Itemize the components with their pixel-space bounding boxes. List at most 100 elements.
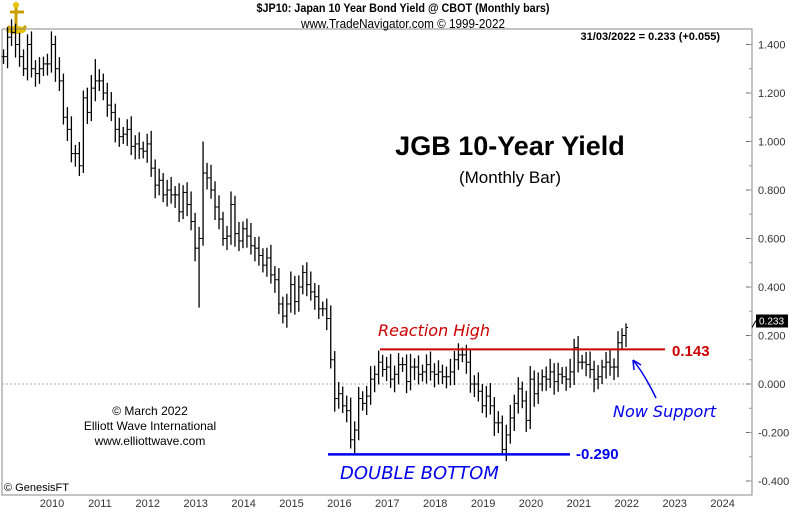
ohlc-bar (508, 404, 513, 444)
ohlc-bar (21, 49, 26, 77)
credit-line: Elliott Wave International (83, 419, 217, 433)
ohlc-bar (37, 57, 42, 84)
ohlc-bar (280, 296, 285, 324)
ohlc-bar (340, 386, 345, 414)
ohlc-bar (540, 369, 545, 392)
ohlc-bar (424, 354, 429, 384)
ohlc-bar (544, 366, 549, 391)
ohlc-bar (49, 31, 54, 73)
ohlc-bar (292, 275, 297, 315)
ohlc-bar (1, 49, 6, 64)
ohlc-bar (384, 356, 389, 382)
ohlc-bar (412, 358, 417, 381)
ohlc-bar (81, 90, 86, 174)
ohlc-bar (588, 351, 593, 379)
ohlc-bar (616, 331, 621, 378)
ohlc-bar (93, 59, 98, 102)
ohlc-bar (316, 285, 321, 320)
ohlc-bar (13, 23, 18, 58)
reaction-high-label: Reaction High (378, 321, 490, 340)
ohlc-bar (137, 132, 142, 159)
ohlc-bar (169, 176, 174, 204)
ohlc-bar (77, 141, 82, 176)
ohlc-bar (268, 244, 273, 284)
ohlc-bar (452, 351, 457, 385)
ohlc-bar (368, 366, 373, 405)
ohlc-bar (428, 351, 433, 381)
ohlc-bar (197, 226, 202, 308)
ohlc-bar (57, 57, 62, 92)
ohlc-bar (288, 271, 293, 313)
ohlc-bar (177, 183, 182, 223)
ohlc-bar (580, 354, 585, 370)
ohlc-bar (416, 355, 421, 385)
ohlc-bar (516, 377, 521, 414)
ohlc-bar (252, 237, 257, 262)
ohlc-bar (284, 293, 289, 328)
now-support-label: Now Support (613, 402, 717, 421)
ohlc-bar (472, 375, 477, 398)
ohlc-bar (400, 357, 405, 372)
copyright-credit: © March 2022 Elliott Wave International … (80, 404, 220, 449)
ohlc-bar (69, 116, 74, 163)
ohlc-bar (404, 354, 409, 394)
ohlc-bar (5, 27, 10, 69)
last-price-label: 0.233 (759, 317, 784, 328)
ohlc-bar (444, 366, 449, 389)
ohlc-bar (41, 56, 46, 77)
ohlc-bar (556, 362, 561, 392)
ohlc-bar (608, 349, 613, 376)
ohlc-bar (73, 144, 78, 167)
ohlc-bar (372, 365, 377, 393)
ohlc-bar (572, 338, 577, 385)
ohlc-bar (89, 75, 94, 122)
ohlc-bar (524, 390, 529, 433)
ohlc-bar (392, 365, 397, 393)
ohlc-bar (65, 107, 70, 142)
ohlc-bar (552, 363, 557, 395)
double-bottom-value: -0.290 (576, 446, 619, 463)
x-tick-label: 2018 (423, 498, 447, 510)
ohlc-bar (256, 236, 261, 266)
y-tick-label: 0.600 (758, 234, 786, 246)
ohlc-bar (193, 212, 198, 262)
x-tick-label: 2016 (327, 498, 351, 510)
ohlc-bar (145, 133, 150, 163)
ohlc-bar (484, 385, 489, 418)
chart-title: JGB 10-Year Yield (395, 131, 625, 161)
ohlc-bar (165, 179, 170, 207)
ohlc-bar (604, 351, 609, 379)
reaction-high-value: 0.143 (672, 343, 710, 360)
ohlc-bar (432, 363, 437, 388)
x-tick-label: 2017 (375, 498, 399, 510)
ohlc-bar (33, 60, 38, 87)
ohlc-bar (248, 222, 253, 255)
ohlc-bar (332, 351, 337, 412)
ohlc-bar (488, 383, 493, 415)
ohlc-bar (308, 271, 313, 301)
ohlc-bar (129, 116, 134, 156)
ohlc-bar (121, 126, 126, 144)
ohlc-bar (240, 221, 245, 249)
ohlc-bar (396, 352, 401, 385)
ohlc-bar (468, 349, 473, 393)
ohlc-bar (356, 386, 361, 441)
y-tick-label: 0.800 (758, 185, 786, 197)
ohlc-bar (388, 353, 393, 388)
ohlc-bar (25, 34, 30, 81)
last-price-pointer (751, 320, 757, 328)
ohlc-bar (320, 301, 325, 317)
x-tick-label: 2019 (471, 498, 495, 510)
ohlc-bar (221, 211, 226, 246)
ohlc-bar (612, 358, 617, 381)
credit-line: www.elliottwave.com (94, 434, 206, 448)
ohlc-bar (161, 173, 166, 203)
ohlc-bar (408, 353, 413, 391)
ohlc-bar (600, 359, 605, 384)
y-tick-label: -0.400 (758, 476, 789, 488)
ohlc-bar (225, 225, 229, 251)
ohlc-bar (149, 130, 154, 177)
ohlc-bar (584, 351, 589, 377)
ohlc-bar (336, 382, 341, 409)
ohlc-bar (568, 358, 573, 388)
